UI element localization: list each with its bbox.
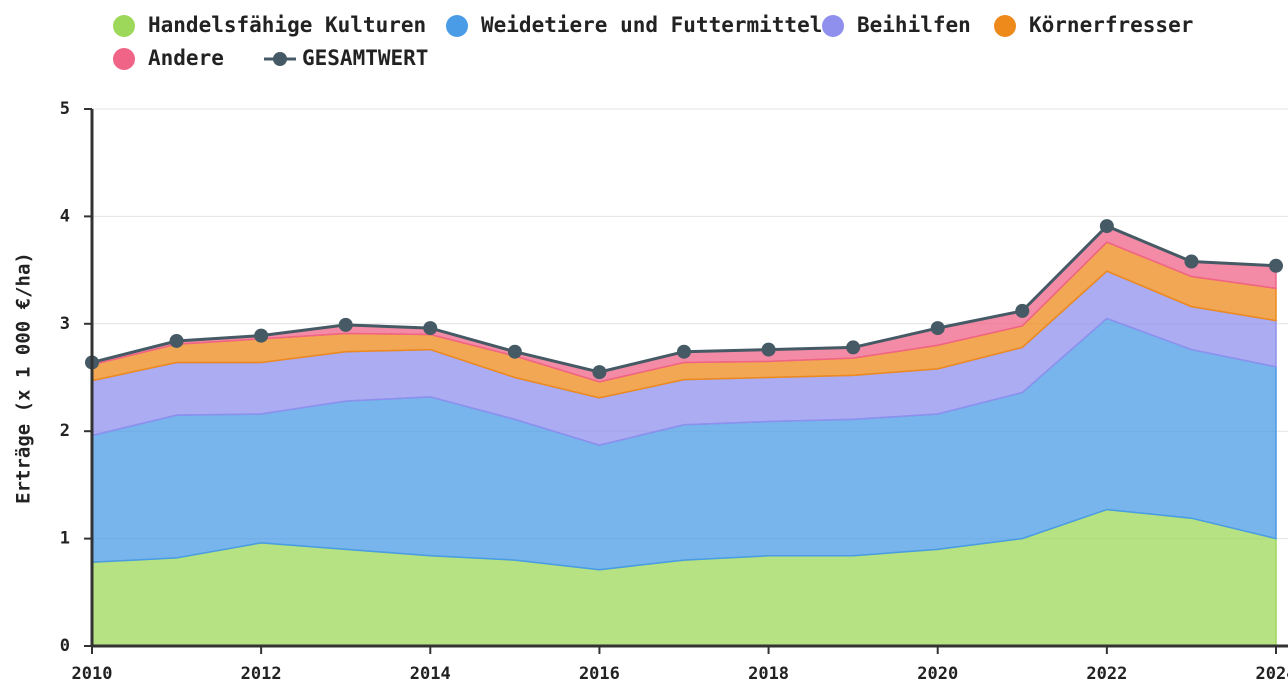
y-tick-label: 0 (60, 636, 70, 656)
x-tick-label: 2018 (748, 664, 789, 684)
legend-label: Beihilfen (857, 13, 971, 37)
x-tick-label: 2010 (72, 664, 113, 684)
legend-swatch (113, 15, 135, 37)
total-point (423, 321, 438, 336)
legend-swatch (273, 52, 287, 66)
legend-label: Weidetiere und Futtermittel (481, 13, 822, 37)
total-point (254, 328, 269, 343)
y-tick-label: 2 (60, 421, 70, 441)
total-point (761, 342, 776, 357)
y-tick-label: 4 (60, 206, 70, 226)
total-point (677, 344, 691, 359)
total-point (846, 340, 861, 355)
y-tick-label: 3 (60, 314, 70, 334)
legend-label: Handelsfähige Kulturen (148, 13, 426, 37)
total-point (1015, 303, 1030, 318)
total-point (507, 344, 522, 359)
x-tick-label: 2016 (579, 664, 620, 684)
x-tick-label: 2014 (410, 664, 451, 684)
legend-swatch (113, 48, 135, 70)
legend-swatch (822, 15, 844, 37)
total-point (169, 333, 184, 348)
total-point (1099, 219, 1114, 234)
x-tick-label: 2020 (917, 664, 958, 684)
total-point (930, 321, 945, 336)
legend-label: Andere (148, 46, 224, 70)
total-point (592, 365, 607, 380)
legend-swatch (994, 15, 1016, 37)
total-point (338, 317, 353, 332)
legend-swatch (446, 15, 468, 37)
legend-label: GESAMTWERT (302, 46, 428, 70)
total-point (1184, 254, 1199, 269)
total-point (1269, 258, 1283, 273)
y-tick-label: 1 (60, 529, 70, 549)
y-axis-label: Erträge (x 1 000 €/ha) (13, 252, 35, 504)
x-tick-label: 2022 (1086, 664, 1127, 684)
legend-label: Körnerfresser (1029, 13, 1193, 37)
x-tick-label: 2012 (241, 664, 282, 684)
y-tick-label: 5 (60, 99, 70, 119)
x-tick-label: 2024 (1256, 664, 1288, 684)
